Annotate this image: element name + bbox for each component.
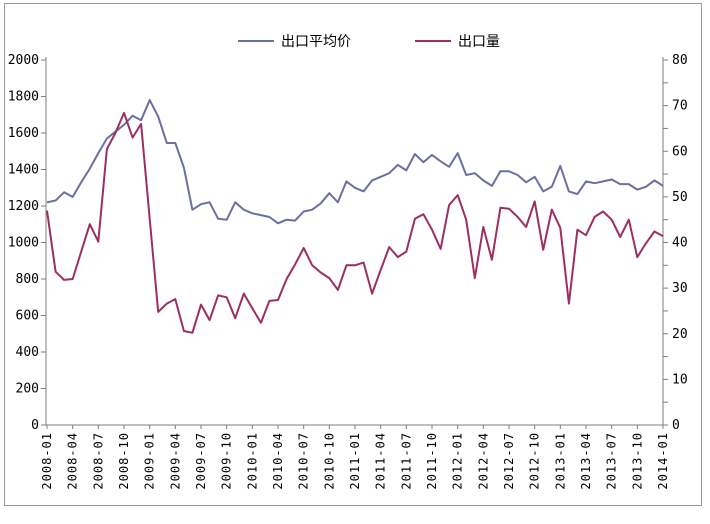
x-tick-label: 2010-07 xyxy=(297,432,311,490)
x-tick-label: 2008-10 xyxy=(117,432,131,490)
legend-label-export-avg-price: 出口平均价 xyxy=(281,34,351,50)
x-tick-label: 2009-04 xyxy=(168,432,182,490)
x-tick-label: 2009-07 xyxy=(194,432,208,490)
x-tick-label: 2013-07 xyxy=(605,432,619,490)
x-axis-ticks: 2008-01 2008-04 2008-07 2008-10 2009-01 2009-… xyxy=(40,425,670,490)
right-tick-label: 60 xyxy=(672,144,688,159)
right-tick-label: 20 xyxy=(672,327,688,342)
x-tick-label: 2010-01 xyxy=(245,432,259,490)
right-tick-label: 50 xyxy=(672,190,688,205)
right-tick-label: 0 xyxy=(672,418,680,433)
legend-line-swatch-export-volume-icon xyxy=(415,40,451,42)
right-tick-label: 70 xyxy=(672,99,688,114)
axes xyxy=(45,57,664,426)
x-tick-label: 2011-04 xyxy=(374,432,388,490)
left-tick-label: 1000 xyxy=(8,236,39,251)
left-tick-label: 1400 xyxy=(8,163,39,178)
legend-label-export-volume: 出口量 xyxy=(458,34,500,50)
left-tick-label: 200 xyxy=(16,382,39,397)
x-tick-label: 2012-10 xyxy=(528,432,542,490)
right-axis-ticks: 0 10 20 30 40 50 60 70 80 xyxy=(663,53,688,433)
x-tick-label: 2008-01 xyxy=(40,432,54,490)
x-tick-label: 2008-04 xyxy=(66,432,80,490)
chart-border xyxy=(4,3,702,506)
x-tick-label: 2011-10 xyxy=(425,432,439,490)
x-tick-label: 2011-07 xyxy=(399,432,413,490)
x-tick-label: 2013-04 xyxy=(579,432,593,490)
left-tick-label: 0 xyxy=(31,418,39,433)
x-tick-label: 2011-01 xyxy=(348,432,362,490)
left-tick-label: 2000 xyxy=(8,53,39,68)
x-tick-label: 2010-10 xyxy=(322,432,336,490)
legend-line-swatch-export-avg-price-icon xyxy=(238,40,274,42)
legend: 出口平均价 出口量 xyxy=(14,31,710,51)
left-axis-ticks: 0 200 400 600 800 1000 1200 1400 1600 1800 2000 xyxy=(8,53,46,433)
x-tick-label: 2012-04 xyxy=(476,432,490,490)
x-tick-label: 2010-04 xyxy=(271,432,285,490)
x-tick-label: 2012-01 xyxy=(451,432,465,490)
left-tick-label: 600 xyxy=(16,309,39,324)
series-line-export-volume xyxy=(46,111,664,334)
right-tick-label: 80 xyxy=(672,53,688,68)
left-tick-label: 1600 xyxy=(8,126,39,141)
x-tick-label: 2008-07 xyxy=(91,432,105,490)
legend-item-export-volume[interactable]: 出口量 xyxy=(415,31,500,51)
x-tick-label: 2009-10 xyxy=(220,432,234,490)
left-tick-label: 1200 xyxy=(8,199,39,214)
left-tick-label: 800 xyxy=(16,272,39,287)
right-tick-label: 30 xyxy=(672,281,688,296)
right-tick-label: 40 xyxy=(672,236,688,251)
legend-item-export-avg-price[interactable]: 出口平均价 xyxy=(238,31,351,51)
right-tick-label: 10 xyxy=(672,372,688,387)
x-tick-label: 2009-01 xyxy=(143,432,157,490)
x-tick-label: 2014-01 xyxy=(656,432,670,490)
left-tick-label: 1800 xyxy=(8,90,39,105)
x-tick-label: 2013-01 xyxy=(553,432,567,490)
series-line-export-avg-price xyxy=(46,99,664,225)
x-tick-label: 2013-10 xyxy=(630,432,644,490)
left-tick-label: 400 xyxy=(16,345,39,360)
x-tick-label: 2012-07 xyxy=(502,432,516,490)
